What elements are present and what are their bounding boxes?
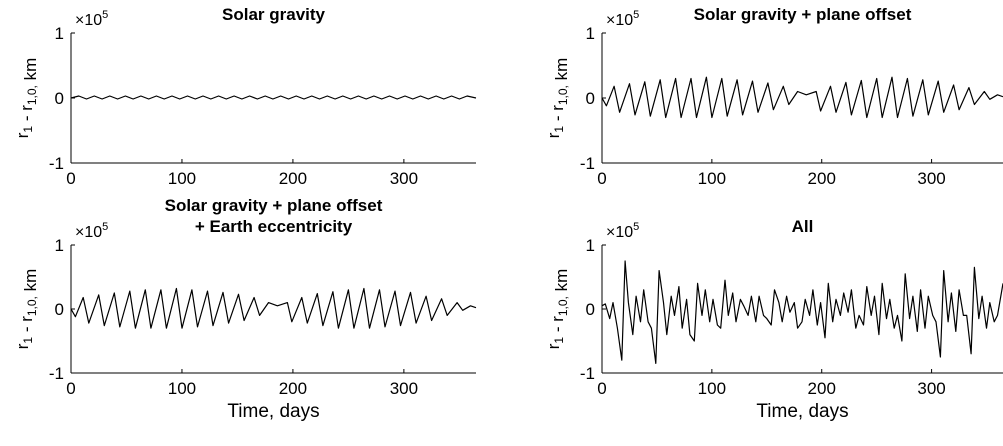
y-tick-label: -1 xyxy=(580,154,595,173)
y-tick-label: 0 xyxy=(55,300,64,319)
y-tick-label: 1 xyxy=(55,24,64,43)
y-axis-label: r1 - r1,0, km xyxy=(544,58,571,139)
x-axis-label: Time, days xyxy=(227,401,319,422)
x-axis-label: Time, days xyxy=(756,401,848,422)
x-tick-label: 200 xyxy=(808,379,836,398)
chart-title: Solar gravity + plane offset xyxy=(165,196,383,215)
y-scale-multiplier: ×105 xyxy=(606,221,639,241)
x-tick-label: 300 xyxy=(917,379,945,398)
x-tick-label: 100 xyxy=(168,379,196,398)
y-tick-label: -1 xyxy=(49,364,64,383)
x-tick-label: 200 xyxy=(808,169,836,188)
chart-title: + Earth eccentricity xyxy=(195,217,353,236)
y-axis-label: r1 - r1,0, km xyxy=(13,58,40,139)
y-axis-label: r1 - r1,0, km xyxy=(13,269,40,350)
x-tick-label: 300 xyxy=(917,169,945,188)
y-scale-multiplier: ×105 xyxy=(75,221,108,241)
series-line xyxy=(601,76,1003,119)
y-axis-label: r1 - r1,0, km xyxy=(544,269,571,350)
chart-title: Solar gravity xyxy=(222,5,326,24)
chart-title: All xyxy=(792,217,814,236)
y-tick-label: 0 xyxy=(55,89,64,108)
y-tick-label: -1 xyxy=(49,154,64,173)
x-tick-label: 200 xyxy=(279,379,307,398)
y-tick-label: 1 xyxy=(586,236,595,255)
y-tick-label: 0 xyxy=(586,300,595,319)
chart-title: Solar gravity + plane offset xyxy=(694,5,912,24)
series-line xyxy=(601,260,1003,364)
x-tick-label: 300 xyxy=(390,379,418,398)
x-tick-label: 100 xyxy=(698,379,726,398)
x-tick-label: 0 xyxy=(66,169,75,188)
x-tick-label: 0 xyxy=(66,379,75,398)
x-tick-label: 100 xyxy=(168,169,196,188)
y-scale-multiplier: ×105 xyxy=(75,9,108,29)
x-tick-label: 300 xyxy=(390,169,418,188)
x-tick-label: 100 xyxy=(698,169,726,188)
y-tick-label: 1 xyxy=(586,24,595,43)
series-line xyxy=(70,287,477,329)
y-tick-label: 0 xyxy=(586,89,595,108)
y-tick-label: 1 xyxy=(55,236,64,255)
x-tick-label: 0 xyxy=(597,169,606,188)
y-scale-multiplier: ×105 xyxy=(606,9,639,29)
y-tick-label: -1 xyxy=(580,364,595,383)
x-tick-label: 200 xyxy=(279,169,307,188)
x-tick-label: 0 xyxy=(597,379,606,398)
series-line xyxy=(70,95,477,100)
